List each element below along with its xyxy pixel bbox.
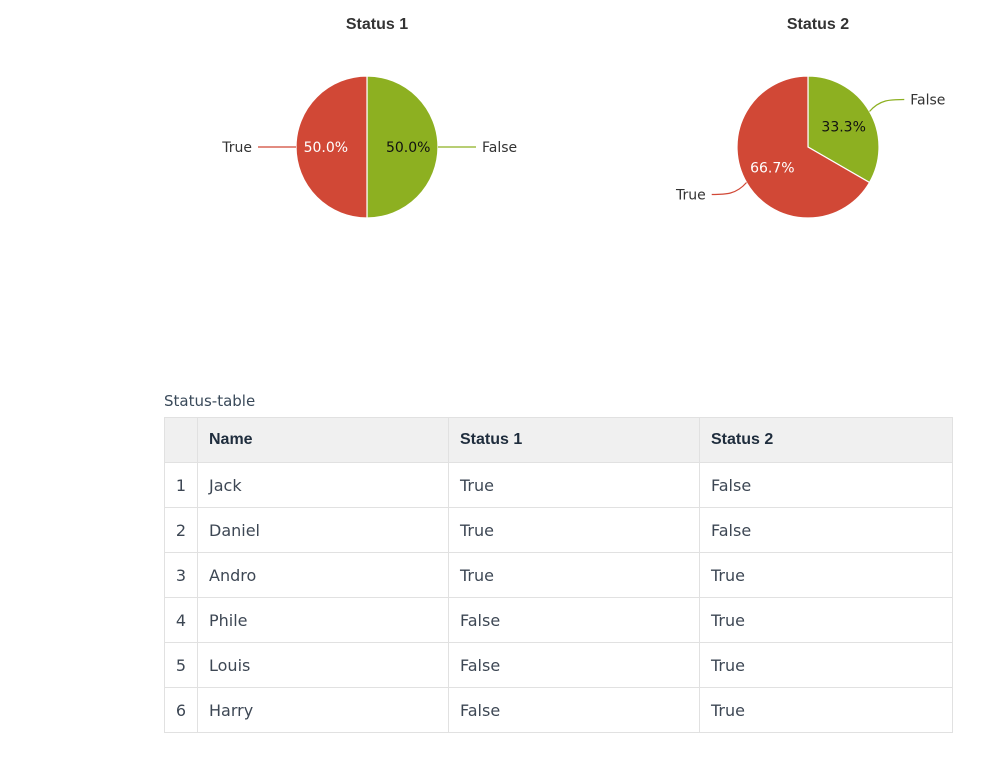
- connector-true: [711, 182, 747, 196]
- chart-title: Status 2: [787, 16, 849, 33]
- cell-status-1: False: [448, 597, 700, 643]
- row-index: 5: [164, 642, 198, 688]
- table-row: 1 Jack True False: [164, 462, 953, 508]
- row-index: 1: [164, 462, 198, 508]
- cell-name: Andro: [197, 552, 449, 598]
- cell-name: Daniel: [197, 507, 449, 553]
- data-label-false: 50.0%: [386, 140, 430, 156]
- cell-name: Jack: [197, 462, 449, 508]
- cell-status-2: False: [699, 507, 953, 553]
- cell-name: Phile: [197, 597, 449, 643]
- category-label-false: False: [482, 140, 517, 156]
- table-caption: Status-table: [164, 392, 256, 410]
- header-status-2[interactable]: Status 2: [699, 417, 953, 463]
- data-label-true: 50.0%: [304, 140, 348, 156]
- connector-false: [869, 98, 905, 112]
- chart-title: Status 1: [346, 16, 408, 33]
- table-row: 5 Louis False True: [164, 642, 953, 688]
- table-header-row: Name Status 1 Status 2: [164, 417, 953, 463]
- cell-status-2: True: [699, 552, 953, 598]
- cell-status-2: False: [699, 462, 953, 508]
- cell-name: Harry: [197, 687, 449, 733]
- cell-status-2: True: [699, 597, 953, 643]
- table-row: 4 Phile False True: [164, 597, 953, 643]
- cell-status-2: True: [699, 642, 953, 688]
- pie-chart-status-1-svg: Status 1 50.0% False 50.0% True: [221, 16, 517, 219]
- header-index: [164, 417, 198, 463]
- cell-status-1: False: [448, 687, 700, 733]
- pie-slice-true: [736, 75, 871, 219]
- cell-status-1: False: [448, 642, 700, 688]
- table-row: 3 Andro True True: [164, 552, 953, 598]
- cell-name: Louis: [197, 642, 449, 688]
- row-index: 6: [164, 687, 198, 733]
- row-index: 4: [164, 597, 198, 643]
- category-label-true: True: [221, 140, 252, 156]
- pie-chart-status-2-svg: Status 2 33.3% False 66.7% True: [675, 16, 945, 219]
- category-label-false: False: [910, 93, 945, 109]
- category-label-true: True: [675, 188, 706, 204]
- header-status-1[interactable]: Status 1: [448, 417, 700, 463]
- table-row: 6 Harry False True: [164, 687, 953, 733]
- pie-chart-status-1: Status 1 50.0% False 50.0% True: [160, 0, 590, 250]
- row-index: 2: [164, 507, 198, 553]
- header-name[interactable]: Name: [197, 417, 449, 463]
- pie-chart-status-2: Status 2 33.3% False 66.7% True: [600, 0, 999, 250]
- cell-status-1: True: [448, 552, 700, 598]
- data-label-false: 33.3%: [821, 119, 865, 135]
- row-index: 3: [164, 552, 198, 598]
- cell-status-1: True: [448, 462, 700, 508]
- cell-status-1: True: [448, 507, 700, 553]
- data-label-true: 66.7%: [750, 161, 794, 177]
- status-table: Name Status 1 Status 2 1 Jack True False…: [164, 417, 953, 733]
- table-row: 2 Daniel True False: [164, 507, 953, 553]
- cell-status-2: True: [699, 687, 953, 733]
